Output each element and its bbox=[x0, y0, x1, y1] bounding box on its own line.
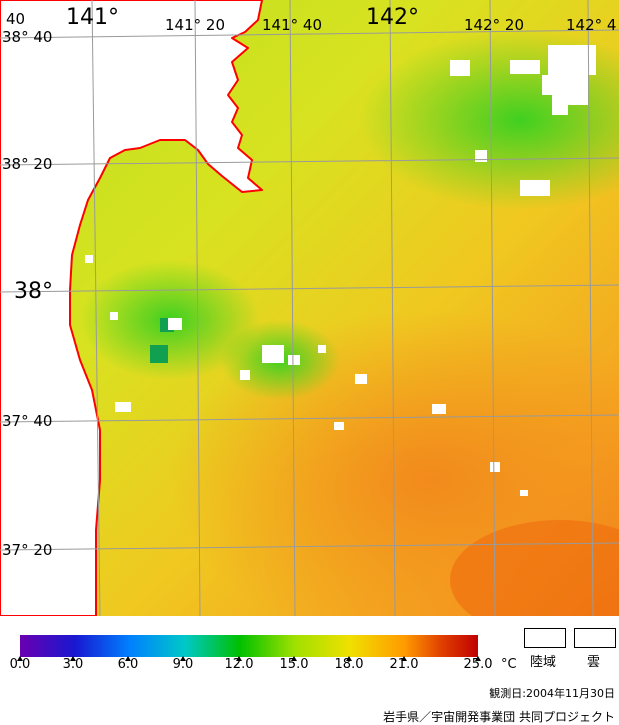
parallel-line bbox=[0, 29, 619, 39]
cloud-mask bbox=[85, 45, 596, 496]
meridian-line bbox=[489, 0, 496, 616]
color-bar-tick bbox=[475, 656, 481, 661]
observation-date: 観測日:2004年11月30日 bbox=[489, 687, 615, 700]
lat-label: 38° bbox=[14, 279, 53, 304]
graticule bbox=[0, 0, 619, 616]
lon-label: 141° 40 bbox=[262, 16, 322, 34]
meridian-line bbox=[289, 0, 296, 616]
sea-surface-temperature-map: 141° 141° 20 141° 40 142° 142° 20 142° 4… bbox=[0, 0, 619, 616]
cloud-swatch bbox=[574, 628, 616, 648]
parallel-line bbox=[0, 157, 619, 166]
land-area bbox=[0, 0, 263, 616]
color-bar-ticks bbox=[17, 656, 481, 661]
color-bar-tick bbox=[70, 656, 76, 661]
lat-label: 38° 40 bbox=[2, 28, 52, 46]
lon-label: 142° bbox=[366, 5, 419, 30]
color-bar-tick bbox=[346, 656, 352, 661]
cool-spot bbox=[150, 345, 168, 363]
color-bar-tick bbox=[125, 656, 131, 661]
parallel-line bbox=[0, 414, 619, 423]
land-swatch-label: 陸域 bbox=[530, 655, 557, 670]
meridian-line bbox=[389, 0, 396, 616]
parallel-line bbox=[0, 542, 619, 551]
legend-tick-label: 12.0 bbox=[224, 657, 254, 672]
legend-tick-label: 0.0 bbox=[9, 657, 31, 672]
parallel-line bbox=[0, 284, 619, 293]
lon-label: 142° 4 bbox=[566, 16, 616, 34]
color-bar bbox=[20, 635, 478, 657]
lat-label: 38° 20 bbox=[2, 155, 52, 173]
legend-tick-label: 9.0 bbox=[172, 657, 194, 672]
color-bar-tick bbox=[291, 656, 297, 661]
legend-tick-label: 3.0 bbox=[62, 657, 84, 672]
legend-tick-label: 15.0 bbox=[279, 657, 309, 672]
legend-tick-label: 21.0 bbox=[389, 657, 419, 672]
legend-tick-label: 25.0 bbox=[463, 657, 493, 672]
lat-label: 37° 20 bbox=[2, 541, 52, 559]
corner-label: 40 bbox=[6, 10, 25, 28]
color-bar-tick bbox=[236, 656, 242, 661]
lat-label: 37° 40 bbox=[2, 412, 52, 430]
legend-tick-label: 6.0 bbox=[117, 657, 139, 672]
legend-tick-label: 18.0 bbox=[334, 657, 364, 672]
lon-label: 142° 20 bbox=[464, 16, 524, 34]
cloud-swatch-label: 雲 bbox=[587, 655, 601, 670]
lon-label: 141° bbox=[66, 5, 119, 30]
meridian-line bbox=[194, 0, 201, 616]
temperature-unit: °C bbox=[501, 657, 517, 672]
color-bar-tick bbox=[17, 656, 23, 661]
credit-line: 岩手県／宇宙開発事業団 共同プロジェクト bbox=[383, 710, 615, 724]
land-swatch bbox=[524, 628, 566, 648]
color-bar-tick bbox=[401, 656, 407, 661]
color-bar-tick bbox=[180, 656, 186, 661]
lon-label: 141° 20 bbox=[165, 16, 225, 34]
temperature-legend bbox=[17, 635, 481, 661]
meridian-line bbox=[91, 0, 101, 616]
meridian-line bbox=[587, 0, 594, 616]
